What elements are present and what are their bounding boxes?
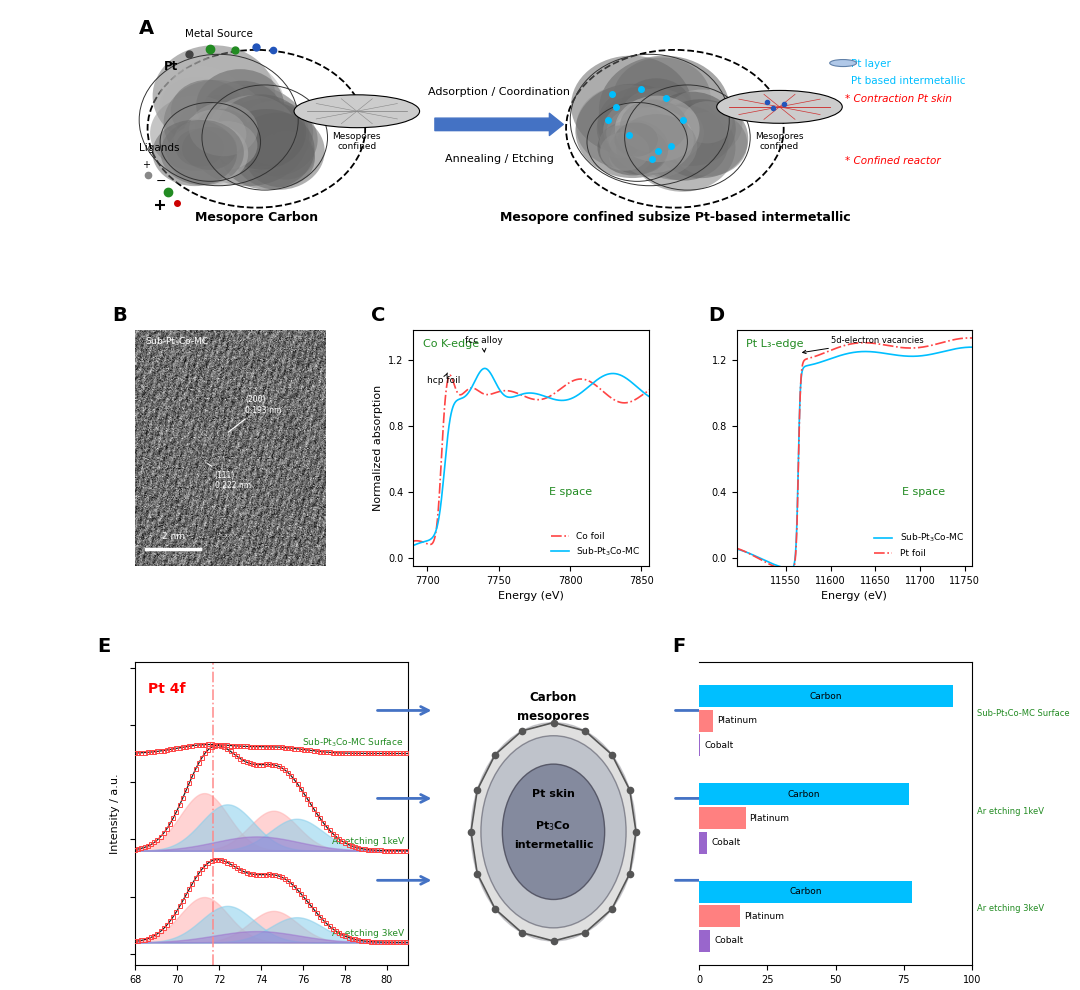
Pt foil: [968, 333, 981, 345]
Ellipse shape: [616, 114, 698, 178]
Text: Pt L₃-edge: Pt L₃-edge: [746, 340, 804, 349]
Ellipse shape: [195, 121, 257, 169]
Ellipse shape: [625, 117, 692, 171]
Text: Pt: Pt: [164, 59, 178, 72]
Text: A: A: [139, 19, 154, 39]
Ellipse shape: [194, 109, 249, 151]
Sub-Pt$_3$Co-MC: [548, 393, 561, 405]
Ellipse shape: [597, 95, 678, 162]
Text: Mesopores
confined: Mesopores confined: [333, 132, 381, 151]
Ellipse shape: [175, 129, 224, 166]
Co foil: [444, 369, 457, 381]
Text: 2 nm: 2 nm: [162, 532, 185, 541]
Ellipse shape: [666, 100, 717, 143]
Ellipse shape: [197, 69, 284, 142]
Ellipse shape: [653, 99, 748, 178]
Ellipse shape: [599, 126, 642, 158]
Ellipse shape: [246, 130, 315, 187]
Sub-Pt$_3$Co-MC: [554, 394, 567, 406]
FancyArrowPatch shape: [435, 113, 564, 136]
Ellipse shape: [177, 127, 221, 161]
Text: E space: E space: [549, 487, 592, 497]
Ellipse shape: [178, 95, 261, 164]
Ellipse shape: [619, 88, 696, 152]
Circle shape: [294, 95, 419, 128]
Text: Sub-Pt₃Co-MC Surface: Sub-Pt₃Co-MC Surface: [977, 709, 1070, 718]
Co foil: [562, 377, 575, 389]
Text: Metal Source: Metal Source: [185, 29, 253, 39]
Pt foil: [745, 548, 758, 560]
Ellipse shape: [232, 113, 325, 190]
Co foil: [549, 387, 562, 399]
X-axis label: Energy (eV): Energy (eV): [498, 591, 564, 601]
Bar: [699, 881, 912, 903]
Text: * Contraction Pt skin: * Contraction Pt skin: [845, 94, 951, 105]
Text: D: D: [708, 306, 725, 326]
Ellipse shape: [208, 95, 297, 170]
Circle shape: [717, 90, 842, 124]
Sub-Pt$_3$Co-MC: [881, 347, 894, 359]
Text: Mesopore Carbon: Mesopore Carbon: [194, 211, 318, 224]
Ellipse shape: [216, 94, 306, 169]
Ellipse shape: [604, 101, 675, 159]
Pt foil: [881, 340, 894, 351]
Ellipse shape: [609, 140, 651, 173]
Ellipse shape: [681, 101, 732, 144]
Sub-Pt$_3$Co-MC: [591, 373, 604, 385]
Sub-Pt$_3$Co-MC: [745, 548, 758, 560]
Text: −: −: [156, 174, 166, 188]
Sub-Pt$_3$Co-MC: [868, 346, 881, 358]
Text: Carbon: Carbon: [810, 692, 842, 701]
Ellipse shape: [174, 122, 219, 156]
Text: Adsorption / Coordination: Adsorption / Coordination: [428, 87, 570, 97]
Text: Ar etching 3keV: Ar etching 3keV: [332, 929, 404, 939]
Text: Mesopore confined subsize Pt-based intermetallic: Mesopore confined subsize Pt-based inter…: [500, 211, 850, 224]
Text: F: F: [672, 637, 685, 655]
Ellipse shape: [162, 56, 285, 157]
Circle shape: [829, 59, 856, 66]
Circle shape: [502, 764, 605, 900]
Ellipse shape: [163, 80, 268, 166]
Bar: [699, 735, 701, 756]
Co foil: [616, 397, 629, 409]
Ellipse shape: [232, 133, 288, 179]
Line: Pt foil: Pt foil: [737, 338, 974, 570]
Text: Sub-Pt$_3$Co-MC Surface: Sub-Pt$_3$Co-MC Surface: [302, 737, 404, 749]
Ellipse shape: [181, 127, 237, 170]
Bar: [699, 685, 953, 707]
Ellipse shape: [615, 123, 658, 156]
Text: C: C: [370, 306, 386, 326]
Bar: [699, 832, 707, 854]
Sub-Pt$_3$Co-MC: [964, 342, 977, 353]
Sub-Pt$_3$Co-MC: [562, 394, 575, 406]
Ellipse shape: [152, 46, 275, 147]
Ellipse shape: [159, 66, 244, 137]
Text: Ligands: Ligands: [139, 143, 179, 152]
Y-axis label: Normalized absorption: Normalized absorption: [373, 385, 382, 511]
Ellipse shape: [218, 109, 314, 189]
Sub-Pt$_3$Co-MC: [784, 562, 797, 574]
Co foil: [421, 539, 434, 550]
Ellipse shape: [161, 120, 244, 185]
Ellipse shape: [186, 84, 309, 186]
Pt foil: [962, 332, 975, 344]
Text: (200)
0.193 nm: (200) 0.193 nm: [229, 395, 282, 432]
Ellipse shape: [225, 115, 282, 163]
Sub-Pt$_3$Co-MC: [910, 350, 923, 362]
Ellipse shape: [184, 110, 246, 159]
Ellipse shape: [597, 87, 687, 160]
Ellipse shape: [615, 96, 700, 162]
Text: fcc alloy: fcc alloy: [464, 337, 502, 352]
Text: Pt skin: Pt skin: [532, 789, 575, 799]
Ellipse shape: [231, 104, 318, 176]
Co foil: [554, 382, 567, 394]
Pt foil: [868, 338, 881, 349]
Ellipse shape: [647, 109, 701, 153]
Ellipse shape: [222, 99, 303, 166]
Text: Pt 4f: Pt 4f: [148, 682, 185, 696]
Text: Carbon: Carbon: [530, 691, 577, 704]
Ellipse shape: [171, 80, 245, 142]
Ellipse shape: [609, 126, 649, 157]
Text: Co K-edge: Co K-edge: [422, 340, 478, 349]
Ellipse shape: [167, 122, 248, 186]
